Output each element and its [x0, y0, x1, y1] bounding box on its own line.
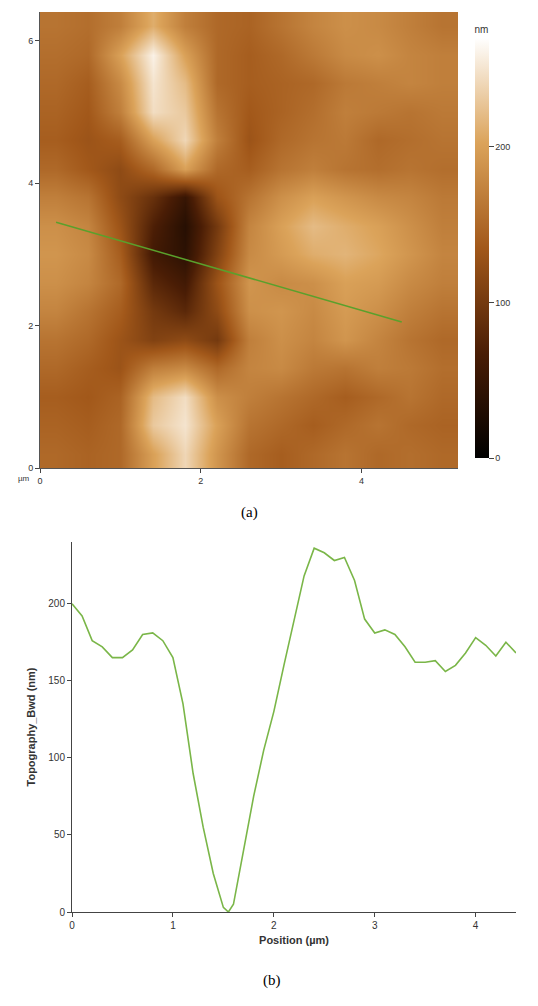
- svg-text:0: 0: [59, 907, 65, 918]
- svg-text:0: 0: [69, 920, 75, 931]
- svg-text:0: 0: [37, 476, 42, 486]
- svg-text:4: 4: [359, 476, 364, 486]
- svg-text:4: 4: [473, 920, 479, 931]
- svg-text:2: 2: [28, 321, 33, 331]
- svg-text:Topography_Bwd (nm): Topography_Bwd (nm): [25, 667, 37, 786]
- svg-text:50: 50: [54, 829, 66, 840]
- svg-text:µm: µm: [18, 474, 30, 483]
- svg-text:nm: nm: [475, 24, 489, 35]
- svg-text:200: 200: [495, 142, 510, 152]
- svg-text:150: 150: [48, 675, 65, 686]
- svg-text:(b): (b): [263, 972, 281, 989]
- svg-text:4: 4: [28, 178, 33, 188]
- svg-text:Position (µm): Position (µm): [259, 934, 329, 946]
- svg-text:2: 2: [198, 476, 203, 486]
- svg-text:100: 100: [495, 298, 510, 308]
- svg-text:1: 1: [170, 920, 176, 931]
- svg-text:100: 100: [48, 752, 65, 763]
- svg-text:6: 6: [28, 36, 33, 46]
- svg-text:200: 200: [48, 598, 65, 609]
- svg-text:0: 0: [28, 463, 33, 473]
- svg-text:(a): (a): [241, 504, 258, 521]
- svg-text:2: 2: [271, 920, 277, 931]
- svg-text:3: 3: [372, 920, 378, 931]
- svg-text:0: 0: [495, 453, 500, 463]
